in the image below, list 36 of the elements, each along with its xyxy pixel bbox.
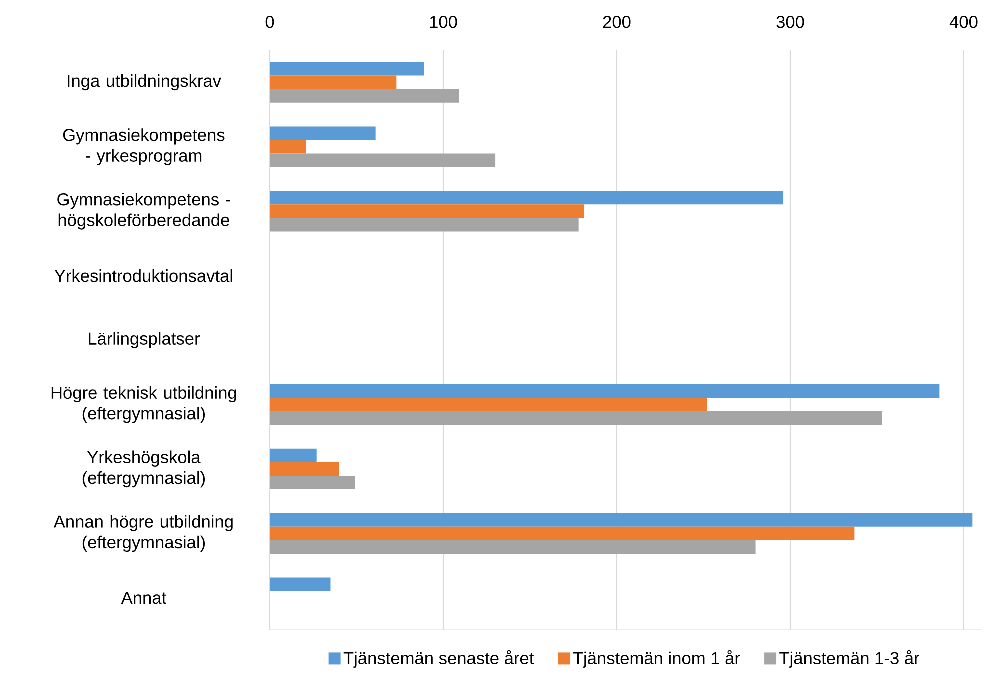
- bar: [270, 384, 940, 398]
- legend-label: Tjänstemän inom 1 år: [573, 650, 740, 668]
- legend-label: Tjänstemän senaste året: [344, 650, 534, 668]
- bar: [270, 126, 376, 140]
- x-tick-label: 400: [950, 16, 978, 28]
- bar: [270, 476, 356, 490]
- x-tick-label: 300: [776, 16, 804, 28]
- bar: [270, 578, 331, 592]
- y-tick-label: Gymnasiekompetens - högskoleförberedande: [58, 193, 230, 230]
- y-tick-label: Högre teknisk utbildning (eftergymnasial): [52, 386, 236, 424]
- bar: [270, 191, 784, 205]
- x-tick-label: 200: [603, 16, 631, 28]
- bar: [270, 412, 882, 426]
- bar: [270, 513, 973, 527]
- legend-label: Tjänstemän 1-3 år: [780, 650, 920, 668]
- bar: [270, 62, 424, 76]
- bar: [270, 154, 496, 168]
- bar: [270, 526, 855, 540]
- y-tick-label: Annan högre utbildning (eftergymnasial): [54, 515, 233, 552]
- bar: [270, 204, 584, 218]
- y-tick-label: Yrkeshögskola (eftergymnasial): [82, 450, 206, 488]
- bar: [270, 462, 340, 476]
- bar: [270, 89, 460, 103]
- bar: [270, 398, 708, 412]
- y-tick-label: Annat: [121, 592, 166, 604]
- bar: [270, 540, 756, 554]
- y-tick-label: Inga utbildningskrav: [68, 74, 222, 91]
- y-tick-label: Yrkesintroduktionsavtal: [54, 270, 232, 282]
- bar: [270, 448, 317, 462]
- bar: [270, 218, 579, 232]
- bar: [270, 140, 306, 154]
- x-tick-label: 0: [266, 16, 274, 28]
- y-tick-label: Lärlingsplatser: [89, 332, 200, 348]
- x-tick-label: 100: [430, 16, 458, 28]
- bar: [270, 76, 397, 90]
- y-tick-label: Gymnasiekompetens - yrkesprogram: [63, 128, 225, 166]
